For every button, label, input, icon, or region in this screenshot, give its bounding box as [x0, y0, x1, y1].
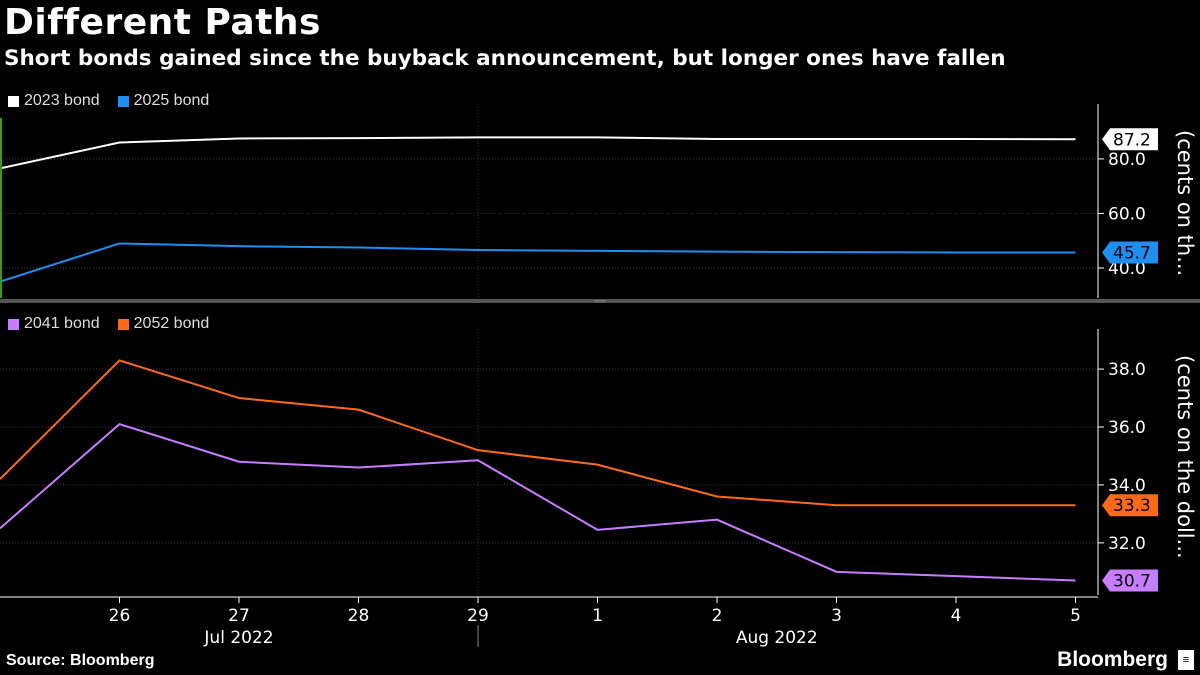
- x-tick-label-7: 4: [951, 606, 962, 626]
- legend-swatch-2023: [8, 95, 19, 107]
- x-tick-label-1: 27: [228, 606, 250, 626]
- y-axis-label-0: (cents on th...: [1173, 130, 1197, 276]
- y-tick-label-0-2: 80.0: [1108, 150, 1146, 170]
- legend-label-2023: 2023 bond: [24, 92, 100, 109]
- legend-swatch-2052: [117, 318, 129, 330]
- x-tick-label-2: 28: [348, 606, 370, 626]
- legend-swatch-2041: [8, 318, 19, 330]
- value-tag-label-2052-bond: 33.3: [1113, 496, 1151, 516]
- y-tick-label-1-1: 34.0: [1108, 476, 1146, 496]
- y-axis-label-1: (cents on the doll...: [1173, 355, 1197, 559]
- y-tick-label-0-0: 40.0: [1108, 259, 1146, 279]
- chart-title: Different Paths: [4, 2, 321, 43]
- value-tag-2025-bond: [1102, 241, 1158, 264]
- x-tick-label-0: 26: [109, 606, 131, 626]
- source-note: Source: Bloomberg: [6, 652, 155, 669]
- y-tick-label-0-1: 60.0: [1108, 204, 1146, 224]
- brand-icon: ≡: [1178, 650, 1194, 670]
- y-tick-label-1-3: 38.0: [1108, 360, 1146, 380]
- x-tick-label-4: 1: [592, 606, 603, 626]
- legend-item-2025: 2025 bond: [117, 92, 210, 110]
- legend-top: 2023 bond 2025 bond: [8, 92, 209, 110]
- legend-item-2023: 2023 bond: [8, 92, 100, 110]
- value-tag-2023-bond: [1102, 128, 1158, 151]
- value-tag-label-2023-bond: 87.2: [1113, 130, 1151, 150]
- legend-bottom: 2041 bond 2052 bond: [8, 315, 209, 333]
- value-tag-label-2025-bond: 45.7: [1113, 243, 1151, 263]
- brand-logo: Bloomberg: [1057, 648, 1168, 671]
- chart-subtitle: Short bonds gained since the buyback ann…: [4, 46, 1006, 71]
- x-group-label-1: Aug 2022: [736, 628, 818, 648]
- value-tag-label-2041-bond: 30.7: [1113, 572, 1151, 592]
- legend-label-2041: 2041 bond: [24, 315, 100, 332]
- legend-label-2025: 2025 bond: [133, 92, 210, 109]
- legend-swatch-2025: [117, 95, 129, 107]
- value-tag-2052-bond: [1102, 494, 1158, 517]
- x-tick-label-5: 2: [712, 606, 723, 626]
- legend-item-2052: 2052 bond: [117, 315, 210, 333]
- x-tick-label-6: 3: [831, 606, 842, 626]
- series-line-2023-bond: [0, 136, 1076, 170]
- x-group-label-0: Jul 2022: [203, 628, 273, 648]
- y-tick-label-1-0: 32.0: [1108, 534, 1146, 554]
- legend-item-2041: 2041 bond: [8, 315, 100, 333]
- series-line-2052-bond: [0, 359, 1076, 507]
- series-line-2041-bond: [0, 422, 1076, 582]
- series-line-2025-bond: [0, 242, 1076, 283]
- x-tick-label-8: 5: [1070, 606, 1081, 626]
- x-tick-label-3: 29: [467, 606, 489, 626]
- value-tag-2041-bond: [1102, 569, 1158, 592]
- legend-label-2052: 2052 bond: [133, 315, 210, 332]
- y-tick-label-1-2: 36.0: [1108, 418, 1146, 438]
